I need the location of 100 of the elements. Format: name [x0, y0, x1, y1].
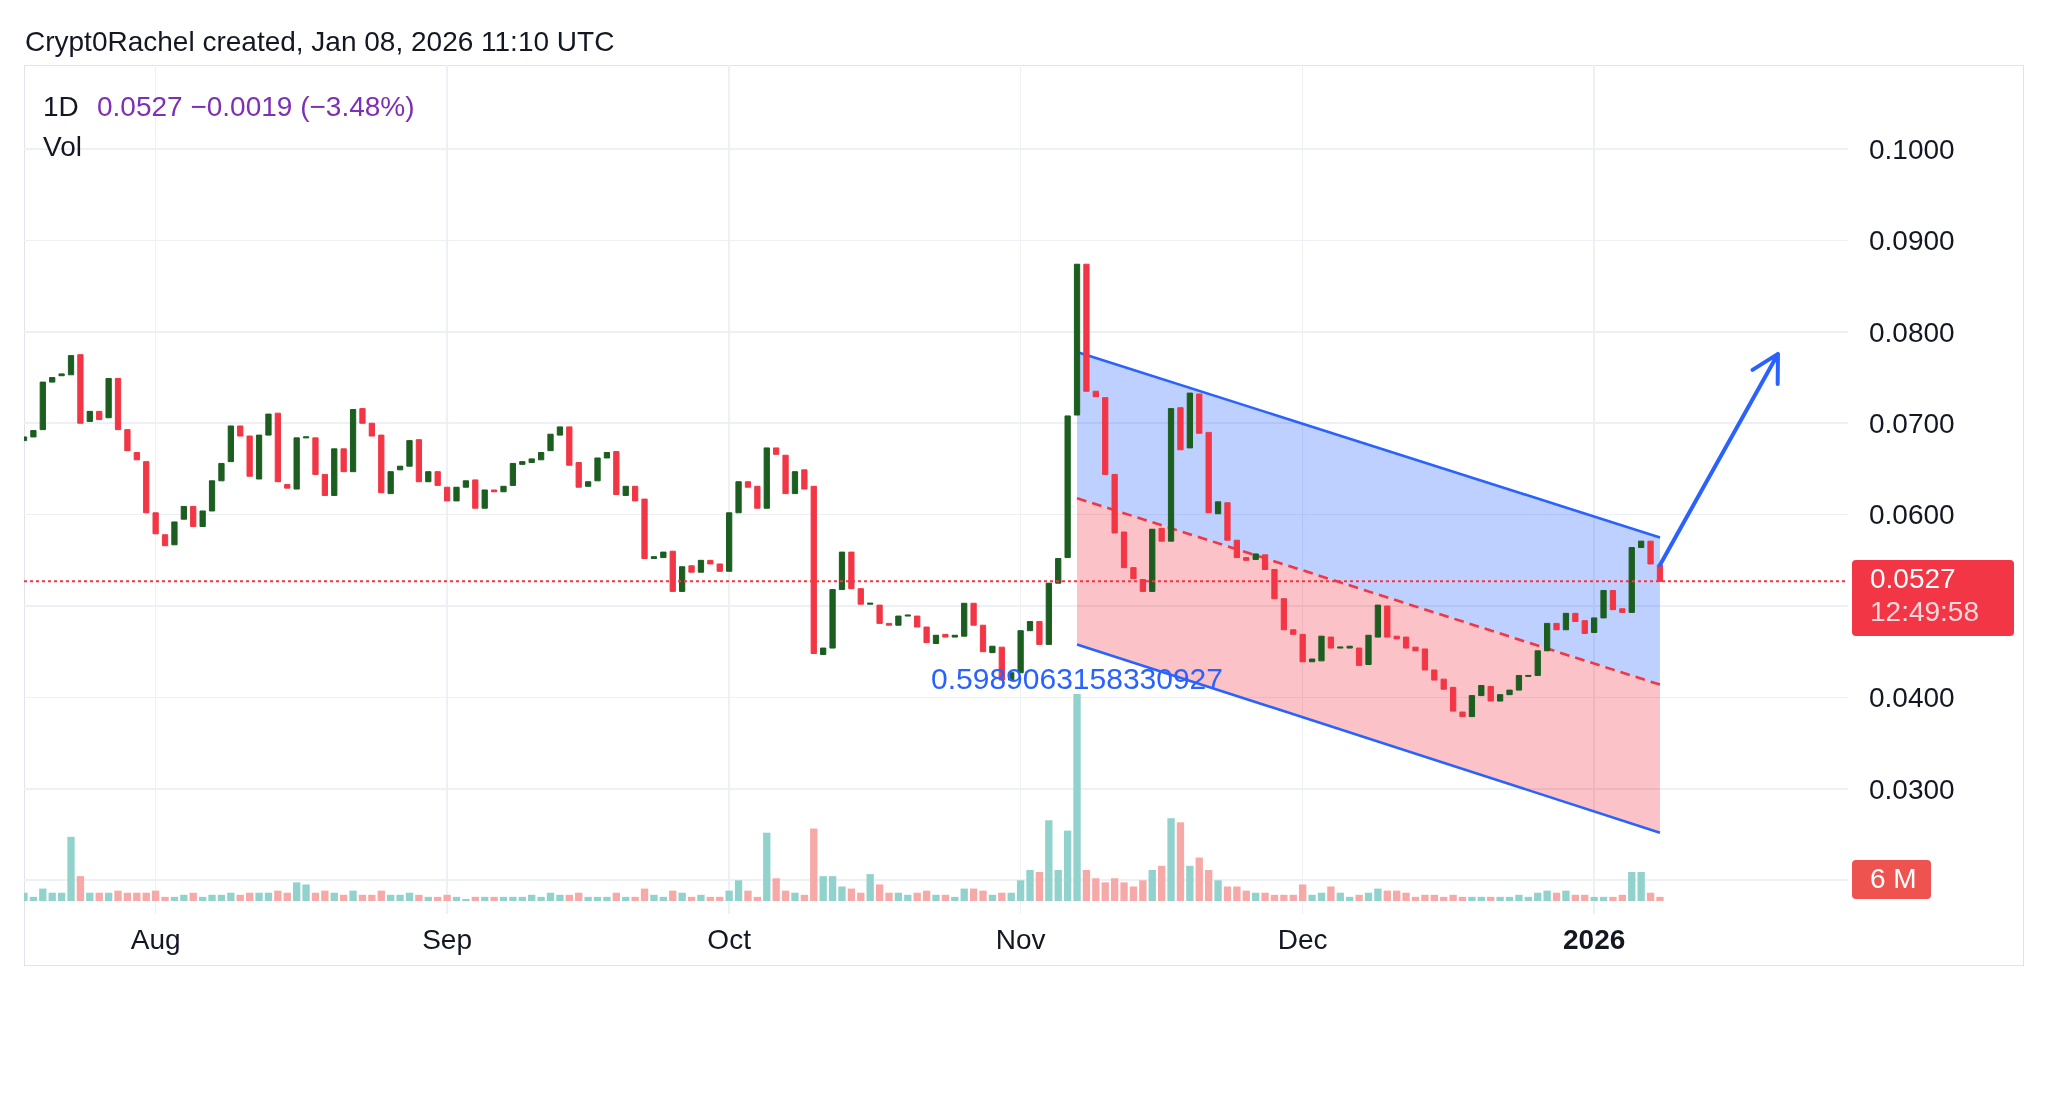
bar: [904, 894, 912, 901]
candlestick: [302, 436, 310, 439]
candlestick: [1459, 711, 1466, 718]
bar: [640, 888, 649, 901]
bar: [1327, 886, 1335, 901]
candlestick: [744, 481, 752, 488]
candlestick: [1252, 553, 1259, 560]
bar: [941, 894, 950, 901]
bar: [1139, 880, 1147, 901]
bar: [434, 896, 442, 901]
candlestick: [820, 647, 827, 655]
bar: [170, 896, 179, 901]
candlestick: [359, 408, 366, 424]
candlestick: [161, 534, 169, 547]
bar: [1552, 892, 1561, 901]
candlestick: [528, 458, 535, 464]
candlestick: [1449, 686, 1457, 712]
bar: [1176, 822, 1185, 901]
bar: [1120, 882, 1128, 901]
bar: [1129, 886, 1138, 901]
candlestick: [1205, 431, 1212, 514]
candlestick: [1102, 397, 1109, 475]
candlestick: [143, 461, 150, 514]
bar: [716, 896, 724, 901]
bar: [462, 898, 470, 901]
candlestick: [1365, 634, 1372, 666]
candlestick: [1149, 528, 1156, 592]
ref-line-label: 0.0527: [1869, 563, 1956, 596]
bar: [819, 876, 827, 901]
candlestick: [1355, 647, 1363, 666]
bar: [1562, 890, 1570, 901]
bar: [584, 896, 592, 901]
bar: [575, 892, 583, 901]
candlestick: [1055, 558, 1062, 584]
bar: [706, 896, 715, 901]
bar: [1637, 872, 1645, 901]
bar: [1393, 890, 1401, 901]
candlestick: [566, 426, 573, 466]
candlestick: [340, 448, 347, 473]
candlestick: [584, 481, 592, 487]
candlestick: [556, 426, 564, 436]
bar: [1656, 896, 1664, 901]
bar: [734, 880, 743, 901]
bar: [875, 884, 884, 901]
bar: [1195, 857, 1203, 901]
candlestick: [171, 521, 178, 546]
bar: [1157, 865, 1166, 901]
candlestick: [1628, 547, 1635, 613]
candlestick: [284, 483, 291, 489]
candlestick: [763, 447, 770, 509]
bar: [894, 892, 903, 901]
bar: [415, 894, 423, 901]
candlestick: [707, 559, 714, 565]
candlestick: [519, 461, 526, 465]
candlestick: [1327, 636, 1335, 649]
bar: [180, 894, 188, 901]
bar: [1167, 818, 1175, 901]
candlestick: [77, 354, 84, 424]
bar: [481, 896, 489, 901]
candlestick: [152, 512, 159, 535]
x-tick-label: Oct: [707, 924, 752, 955]
bar: [546, 892, 555, 901]
candlestick: [1496, 694, 1504, 702]
candlestick: [1572, 612, 1579, 623]
y-tick-label: 0.1000: [1869, 133, 1955, 165]
candlestick: [688, 565, 695, 573]
candlestick: [622, 485, 629, 496]
bar: [1524, 896, 1532, 901]
candlestick: [199, 510, 206, 528]
bar: [828, 876, 837, 901]
candlestick: [716, 563, 723, 572]
candlestick: [1374, 604, 1382, 638]
bar: [387, 894, 395, 901]
text: 6 M: [1852, 860, 1931, 900]
bar: [48, 892, 56, 901]
candlestick: [1384, 605, 1391, 638]
bar: [565, 894, 573, 901]
bar: [932, 894, 940, 901]
bar: [236, 894, 244, 901]
bar: [1110, 878, 1119, 901]
bar: [123, 892, 132, 901]
candlestick: [1233, 539, 1240, 559]
bar: [979, 890, 987, 901]
bar: [405, 892, 414, 901]
text: 1D: [43, 91, 79, 124]
bar: [838, 886, 846, 901]
bar: [245, 892, 254, 901]
candlestick: [274, 412, 281, 483]
candlestick: [1026, 621, 1034, 632]
candlestick: [594, 457, 601, 482]
candlestick: [406, 440, 413, 467]
candlestick: [1186, 392, 1193, 449]
candlestick: [932, 634, 940, 644]
candlestick: [791, 471, 799, 495]
bar: [1223, 886, 1232, 901]
candlestick: [1036, 621, 1043, 645]
bar: [631, 896, 639, 901]
bar: [142, 892, 150, 901]
candlestick: [697, 559, 705, 573]
candlestick: [1544, 622, 1551, 652]
